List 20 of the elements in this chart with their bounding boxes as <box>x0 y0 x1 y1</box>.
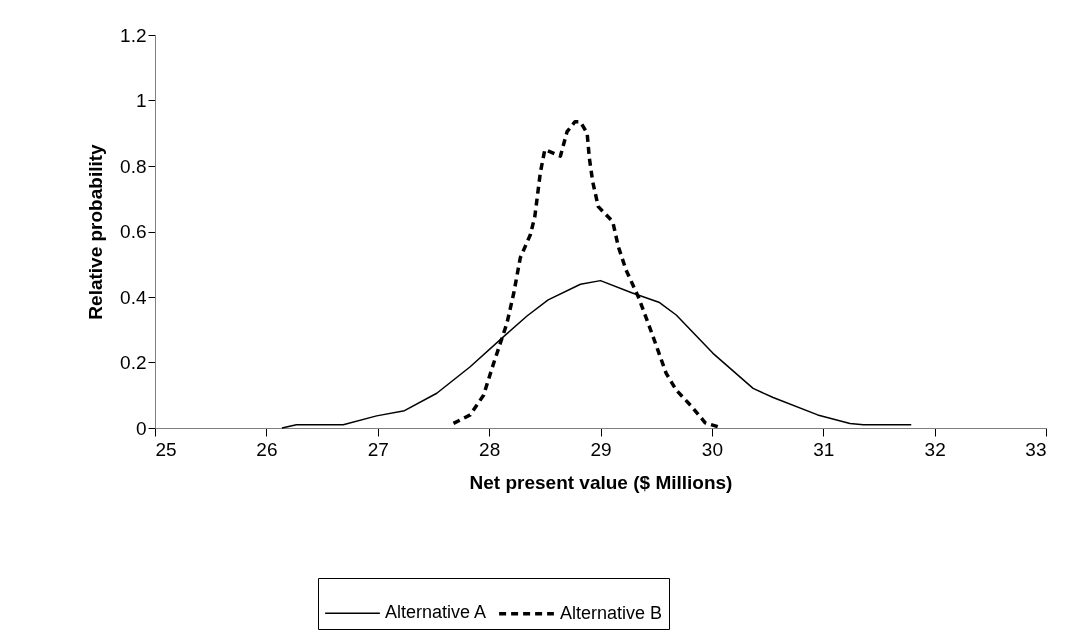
x-tick-label: 33 <box>1025 438 1047 460</box>
x-tick-label: 28 <box>479 438 501 460</box>
x-tick-label: 30 <box>701 438 723 460</box>
x-tick-label: 32 <box>924 438 946 460</box>
y-tick-label: 1.2 <box>120 24 147 46</box>
y-tick-label: 0.8 <box>120 155 147 177</box>
y-axis-title: Relative probability <box>85 143 107 320</box>
y-tick-label: 1 <box>135 90 147 111</box>
x-tick-label: 26 <box>256 438 278 460</box>
x-tick-label: 29 <box>590 438 612 460</box>
x-tick-label: 31 <box>813 438 835 460</box>
x-tick-label: 27 <box>367 438 389 460</box>
x-axis-title: Net present value ($ Millions) <box>469 471 733 493</box>
legend-label: Alternative A <box>385 602 487 623</box>
y-tick-label: 0.4 <box>120 286 147 308</box>
y-tick-label: 0.6 <box>120 221 147 242</box>
legend-label: Alternative B <box>560 602 663 623</box>
y-tick-label: 0.2 <box>120 352 147 373</box>
x-tick-label: 25 <box>155 438 177 460</box>
y-tick-label: 0 <box>135 417 147 439</box>
